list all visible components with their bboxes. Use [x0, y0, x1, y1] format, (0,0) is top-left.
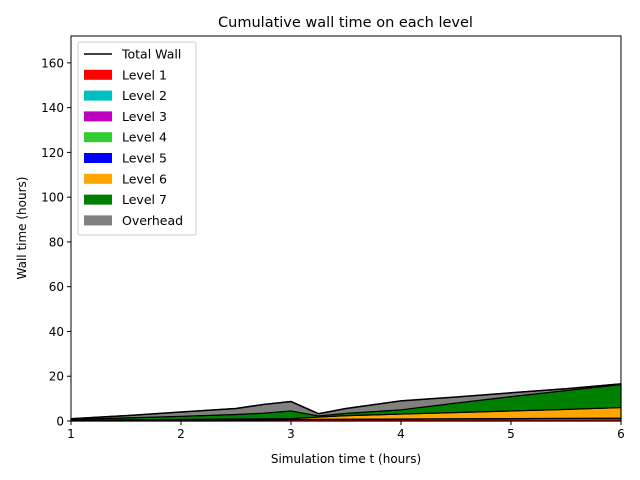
legend-label-level-5: Level 5 [122, 151, 167, 166]
legend: Total Wall Level 1 Level 2 Level 3 Level 4 Le… [77, 41, 197, 236]
total-wall-line [70, 383, 622, 420]
legend-frame [77, 41, 197, 236]
x-axis-label: Simulation time t (hours) [271, 452, 421, 466]
legend-swatch-level-7 [84, 194, 112, 205]
y-tick-label: 80 [49, 235, 64, 249]
y-tick-label: 160 [41, 56, 64, 70]
y-tick-label: 40 [49, 325, 64, 339]
y-tick-label: 0 [56, 415, 64, 429]
x-tick-label: 3 [287, 427, 295, 441]
x-tick-label: 5 [507, 427, 515, 441]
legend-label-level-2: Level 2 [122, 88, 167, 103]
legend-label-total-wall: Total Wall [121, 47, 181, 62]
y-axis-label: Wall time (hours) [15, 177, 29, 280]
chart-title: Cumulative wall time on each level [218, 15, 473, 31]
series-line-total-wall [70, 383, 622, 420]
x-tick-label: 6 [617, 427, 625, 441]
legend-label-level-4: Level 4 [122, 130, 167, 145]
y-tick-label: 140 [41, 101, 64, 115]
legend-label-level-6: Level 6 [122, 171, 167, 186]
plot-frame [70, 35, 622, 422]
stacked-areas [70, 383, 622, 422]
legend-swatch-level-5 [84, 153, 112, 163]
y-tick-label: 20 [49, 370, 64, 384]
legend-label-level-3: Level 3 [122, 109, 167, 124]
x-tick-label: 1 [67, 427, 75, 441]
legend-swatch-level-3 [84, 111, 112, 122]
legend-swatch-level-6 [84, 173, 112, 184]
x-tick-label: 2 [177, 427, 185, 441]
x-axis-ticks: 1 2 3 4 5 6 [67, 421, 625, 441]
legend-swatch-level-1 [84, 69, 112, 80]
y-axis-ticks: 0 20 40 60 80 100 120 140 160 [41, 56, 71, 429]
legend-swatch-level-2 [84, 90, 112, 101]
y-tick-label: 100 [41, 191, 64, 205]
legend-label-overhead: Overhead [122, 213, 183, 228]
x-tick-label: 4 [397, 427, 405, 441]
legend-swatch-overhead [84, 215, 112, 226]
legend-label-level-7: Level 7 [122, 192, 167, 207]
y-tick-label: 60 [49, 280, 64, 294]
y-tick-label: 120 [41, 146, 64, 160]
legend-label-level-1: Level 1 [122, 67, 167, 82]
legend-swatch-level-4 [84, 132, 112, 143]
